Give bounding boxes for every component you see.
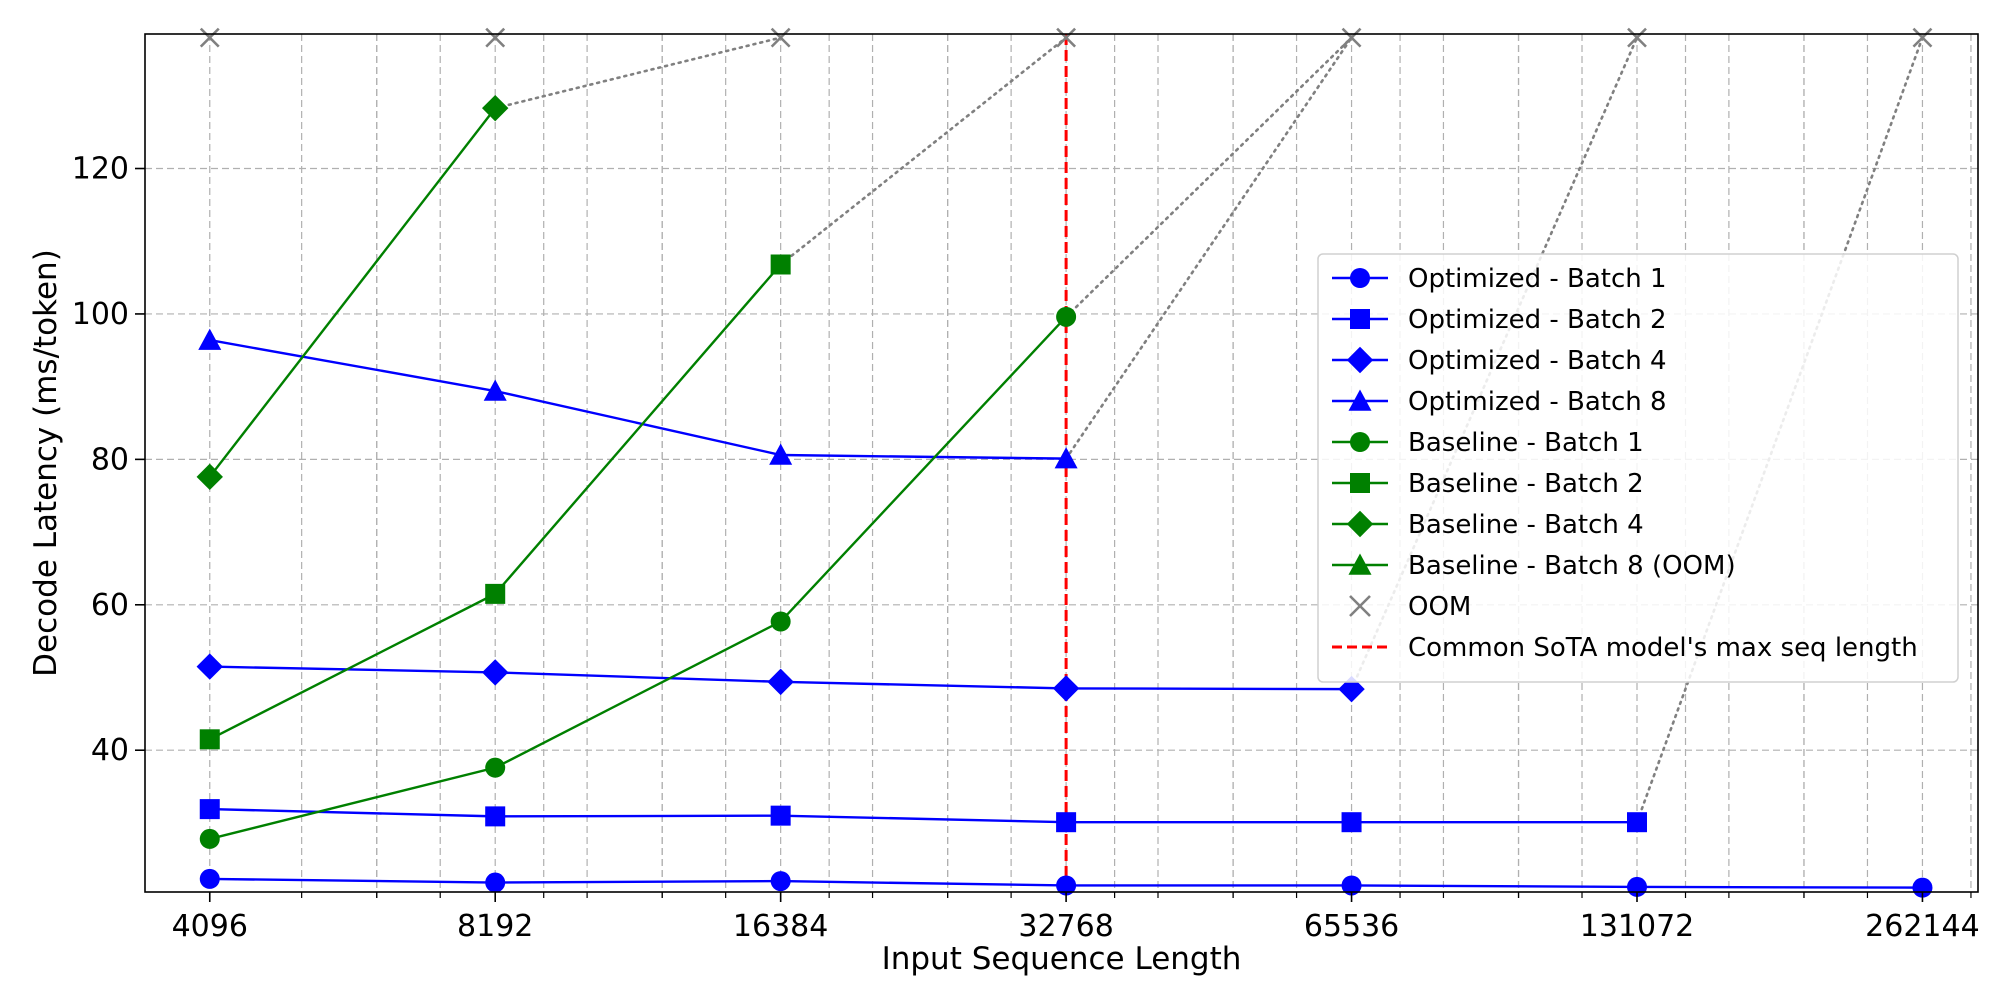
data-point [482, 659, 509, 686]
data-point [485, 757, 506, 778]
legend-marker [1346, 510, 1374, 538]
oom-connector [779, 36, 1068, 266]
series-markers [196, 27, 1933, 898]
series-line [209, 316, 1067, 841]
oom-marker [1056, 27, 1077, 48]
legend-entry-label: Optimized - Batch 2 [1408, 305, 1667, 335]
data-point [1052, 675, 1080, 702]
plot-frame [144, 33, 1979, 893]
data-point [196, 653, 223, 680]
legend-box [1317, 253, 1959, 683]
data-point [1056, 875, 1077, 896]
legend-entry-label: Optimized - Batch 4 [1408, 346, 1667, 376]
series-line [209, 338, 1067, 460]
x-axis-label: Input Sequence Length [882, 941, 1242, 977]
data-point [199, 828, 220, 849]
data-point [485, 583, 506, 604]
data-point [485, 806, 506, 827]
x-tick-label: 131072 [1580, 909, 1695, 944]
y-tick-label: 80 [91, 442, 129, 477]
legend-entry-label: Common SoTA model's max seq length [1408, 633, 1918, 663]
data-point [482, 94, 509, 122]
legend-entry-label: Baseline - Batch 1 [1408, 428, 1644, 458]
oom-connector [1064, 36, 1353, 319]
series-line [208, 107, 497, 478]
legend: Optimized - Batch 1 Optimized - Batch 2 Op… [1317, 253, 1959, 683]
oom-connector [493, 36, 782, 110]
legend-entry-label: OOM [1408, 592, 1471, 622]
legend-marker [1350, 309, 1370, 329]
y-axis-label: Decode Latency (ms/token) [28, 249, 64, 677]
axis-ticks: 4096 8192 16384 32768 65536 131072 262144 40 60 8… [72, 152, 1980, 944]
oom-marker [1912, 27, 1933, 48]
data-point [770, 871, 791, 892]
data-point [485, 872, 506, 893]
legend-marker [1350, 473, 1370, 493]
y-tick-label: 120 [72, 152, 129, 187]
data-point [770, 611, 791, 632]
data-point [1627, 812, 1648, 833]
legend-marker [1350, 268, 1370, 288]
data-point [767, 668, 794, 696]
data-point [199, 799, 220, 820]
data-point [196, 463, 223, 491]
data-point [770, 805, 791, 826]
data-point [199, 868, 220, 889]
oom-marker [1341, 27, 1362, 48]
x-tick-label: 65536 [1304, 909, 1399, 944]
y-tick-label: 40 [91, 733, 129, 768]
legend-marker [1348, 553, 1372, 575]
legend-marker [1350, 432, 1370, 452]
legend-marker [1348, 389, 1372, 411]
series-line [209, 807, 1638, 824]
y-tick-label: 100 [72, 297, 129, 332]
legend-entry-label: Baseline - Batch 4 [1408, 510, 1644, 540]
x-tick-label: 32768 [1018, 909, 1113, 944]
x-tick-label: 8192 [457, 909, 533, 944]
x-tick-label: 16384 [733, 909, 828, 944]
y-tick-label: 60 [91, 588, 129, 623]
data-point [769, 443, 793, 465]
legend-marker [1346, 346, 1374, 374]
legend-entry-label: Optimized - Batch 1 [1408, 264, 1667, 294]
oom-connector [1064, 36, 1353, 460]
data-point [199, 729, 220, 750]
data-point [1056, 306, 1077, 327]
data-point [1054, 447, 1078, 469]
data-point [198, 328, 222, 350]
legend-marker [1349, 595, 1371, 617]
legend-entry-label: Baseline - Batch 2 [1408, 469, 1644, 499]
oom-marker [770, 27, 791, 48]
oom-marker [199, 27, 220, 48]
data-point [483, 379, 507, 401]
data-point [1341, 812, 1362, 833]
x-tick-label: 262144 [1865, 909, 1980, 944]
legend-entry-label: Optimized - Batch 8 [1408, 387, 1667, 417]
oom-connector [1635, 36, 1924, 824]
data-point [1341, 875, 1362, 896]
x-tick-label: 4096 [172, 909, 248, 944]
data-point [770, 254, 791, 275]
oom-marker [485, 27, 506, 48]
oom-marker [1627, 27, 1647, 48]
data-point [1056, 812, 1077, 833]
legend-entry-label: Baseline - Batch 8 (OOM) [1408, 551, 1736, 581]
